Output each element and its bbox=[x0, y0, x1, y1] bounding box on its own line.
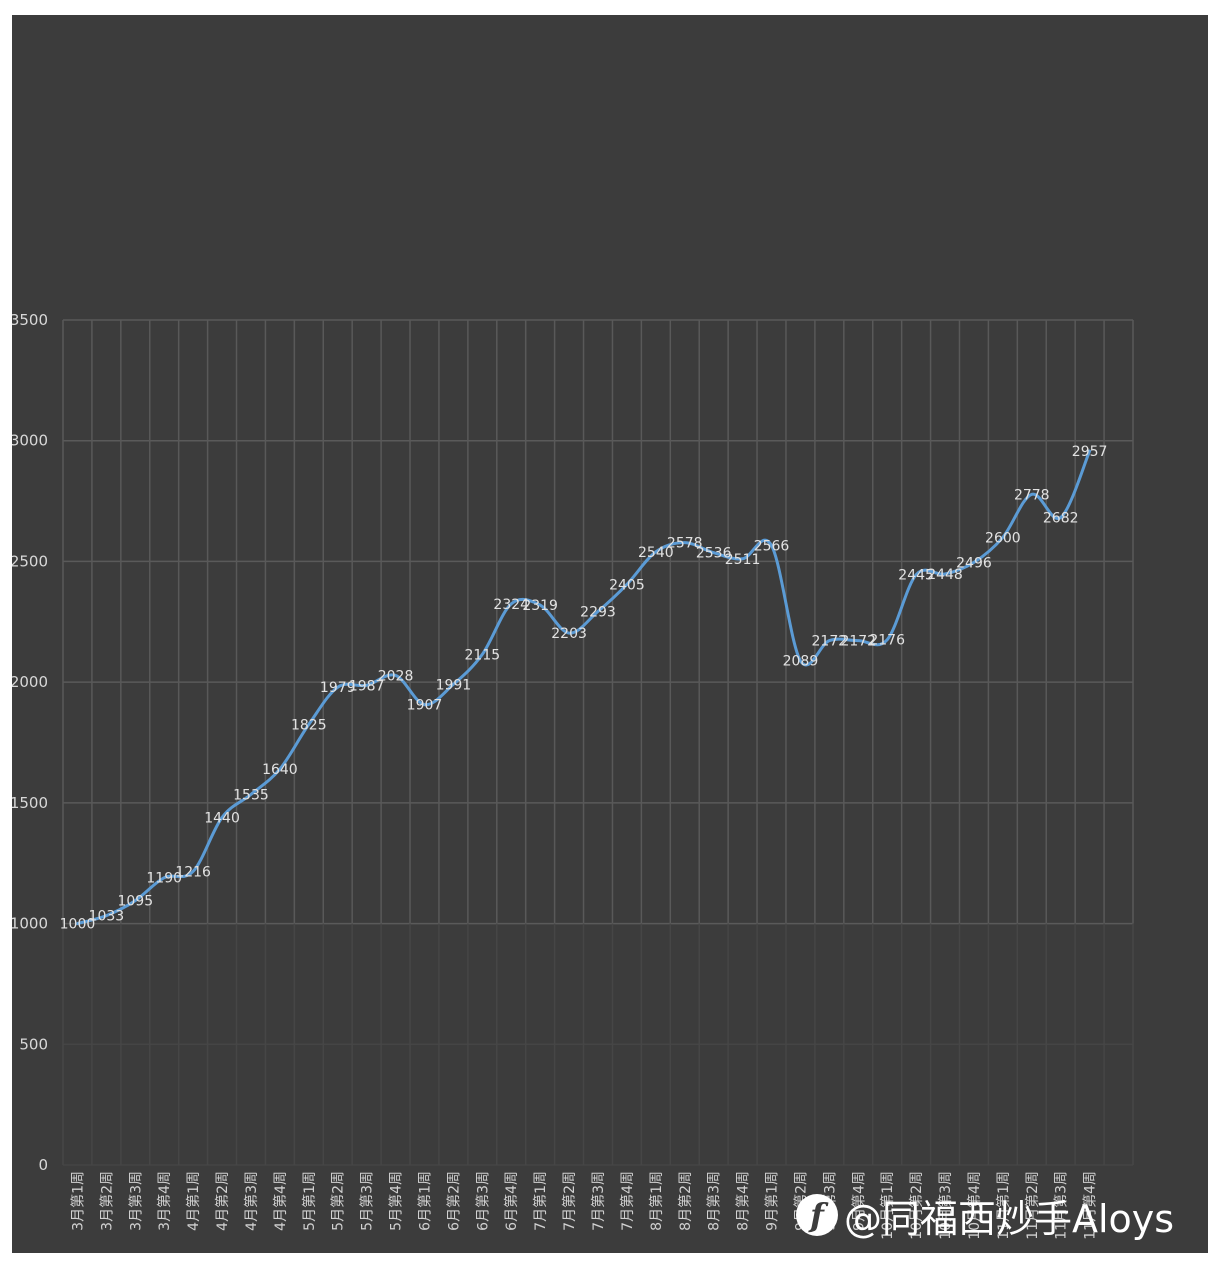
x-tick-label: 11月第3周 bbox=[1053, 1171, 1070, 1240]
x-tick-label: 9月第4周 bbox=[850, 1171, 867, 1231]
x-tick-label: 3月第1周 bbox=[69, 1171, 86, 1231]
data-label: 1033 bbox=[89, 909, 125, 925]
y-tick-label: 500 bbox=[19, 1035, 48, 1053]
data-label: 1907 bbox=[407, 698, 443, 714]
data-label: 2496 bbox=[956, 555, 992, 571]
x-tick-label: 6月第4周 bbox=[503, 1171, 520, 1231]
data-label: 2115 bbox=[465, 647, 501, 663]
data-label: 2089 bbox=[783, 654, 819, 670]
x-tick-label: 10月第3周 bbox=[937, 1171, 954, 1240]
data-label: 2682 bbox=[1043, 510, 1079, 526]
x-tick-label: 3月第2周 bbox=[98, 1171, 115, 1231]
watermark-text: @同福西炒手Aloys bbox=[844, 1196, 1175, 1241]
x-tick-label: 3月第4周 bbox=[156, 1171, 173, 1231]
x-tick-label: 3月第3周 bbox=[127, 1171, 144, 1231]
x-tick-label: 5月第2周 bbox=[330, 1171, 347, 1231]
data-label: 1979 bbox=[320, 680, 356, 696]
x-tick-label: 8月第3周 bbox=[706, 1171, 723, 1231]
data-label: 2405 bbox=[609, 577, 645, 593]
x-tick-label: 4月第3周 bbox=[243, 1171, 260, 1231]
chart-panel: 0 500 1000 1500 2000 2500 3000 3500 3月第1周 3月第2周 3… bbox=[12, 15, 1208, 1253]
data-label: 1640 bbox=[262, 762, 298, 778]
y-tick-label: 3500 bbox=[12, 311, 48, 329]
grid-lines bbox=[62, 319, 1134, 1166]
x-tick-label: 11月第2周 bbox=[1024, 1171, 1041, 1240]
y-tick-label: 2000 bbox=[12, 673, 48, 691]
data-label: 1000 bbox=[60, 917, 96, 933]
y-tick-label: 3000 bbox=[12, 432, 48, 450]
x-tick-label: 6月第2周 bbox=[445, 1171, 462, 1231]
data-label: 2578 bbox=[667, 536, 703, 552]
data-label: 2319 bbox=[522, 598, 558, 614]
x-tick-label: 11月第1周 bbox=[995, 1171, 1012, 1240]
x-tick-label: 7月第2周 bbox=[561, 1171, 578, 1231]
x-tick-label: 5月第3周 bbox=[359, 1171, 376, 1231]
data-label: 2293 bbox=[580, 604, 616, 620]
y-axis: 0 500 1000 1500 2000 2500 3000 3500 bbox=[12, 311, 48, 1174]
data-label: 1216 bbox=[175, 864, 211, 880]
data-label: 2778 bbox=[1014, 487, 1050, 503]
x-tick-label: 8月第4周 bbox=[735, 1171, 752, 1231]
data-label: 2324 bbox=[493, 597, 529, 613]
x-tick-label: 4月第1周 bbox=[185, 1171, 202, 1231]
y-tick-label: 1000 bbox=[12, 915, 48, 933]
data-label: 2176 bbox=[869, 633, 905, 649]
weibo-f-icon: f bbox=[796, 1194, 838, 1236]
data-label: 1991 bbox=[436, 677, 472, 693]
y-tick-label: 1500 bbox=[12, 794, 48, 812]
y-tick-label: 2500 bbox=[12, 552, 48, 570]
x-tick-label: 5月第1周 bbox=[301, 1171, 318, 1231]
data-label: 2957 bbox=[1072, 444, 1108, 460]
x-tick-label: 5月第4周 bbox=[388, 1171, 405, 1231]
x-axis: 3月第1周 3月第2周 3月第3周 3月第4周 4月第1周 4月第2周 4月第3周 4月第4周… bbox=[69, 1171, 1098, 1240]
x-tick-label: 10月第4周 bbox=[966, 1171, 983, 1240]
data-label: 2600 bbox=[985, 530, 1021, 546]
x-tick-label: 4月第4周 bbox=[272, 1171, 289, 1231]
data-label: 2448 bbox=[927, 567, 963, 583]
x-tick-label: 4月第2周 bbox=[214, 1171, 231, 1231]
x-tick-label: 6月第1周 bbox=[416, 1171, 433, 1231]
data-label: 2172 bbox=[812, 634, 848, 650]
data-label: 1535 bbox=[233, 787, 269, 803]
data-label: 2536 bbox=[696, 546, 732, 562]
x-tick-label: 8月第2周 bbox=[677, 1171, 694, 1231]
y-tick-label: 0 bbox=[38, 1156, 48, 1174]
data-label: 1440 bbox=[204, 810, 240, 826]
x-tick-label: 7月第1周 bbox=[532, 1171, 549, 1231]
data-label: 1987 bbox=[349, 678, 385, 694]
data-label: 1190 bbox=[146, 871, 182, 887]
data-label: 1095 bbox=[117, 894, 153, 910]
x-tick-label: 6月第3周 bbox=[474, 1171, 491, 1231]
x-tick-label: 8月第1周 bbox=[648, 1171, 665, 1231]
x-tick-label: 7月第3周 bbox=[590, 1171, 607, 1231]
x-tick-label: 7月第4周 bbox=[619, 1171, 636, 1231]
series-line bbox=[76, 449, 1092, 926]
data-label: 2566 bbox=[754, 538, 790, 554]
data-label: 2511 bbox=[725, 552, 761, 568]
x-tick-label: 10月第2周 bbox=[908, 1171, 925, 1240]
x-tick-label: 9月第1周 bbox=[764, 1171, 781, 1231]
data-label: 1825 bbox=[291, 717, 327, 733]
data-label: 2445 bbox=[898, 568, 934, 584]
watermark: f @同福西炒手Aloys bbox=[796, 1188, 1174, 1242]
x-tick-label: 10月第1周 bbox=[879, 1171, 896, 1240]
x-tick-label: 11月第4周 bbox=[1082, 1171, 1099, 1240]
data-label: 2172 bbox=[840, 634, 876, 650]
data-label: 2028 bbox=[378, 668, 414, 684]
data-label: 2203 bbox=[551, 626, 587, 642]
data-label: 2540 bbox=[638, 545, 674, 561]
